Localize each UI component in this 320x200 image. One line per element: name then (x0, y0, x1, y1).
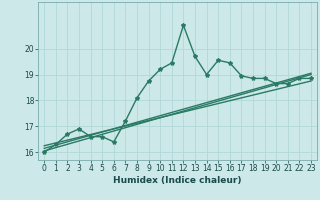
X-axis label: Humidex (Indice chaleur): Humidex (Indice chaleur) (113, 176, 242, 185)
